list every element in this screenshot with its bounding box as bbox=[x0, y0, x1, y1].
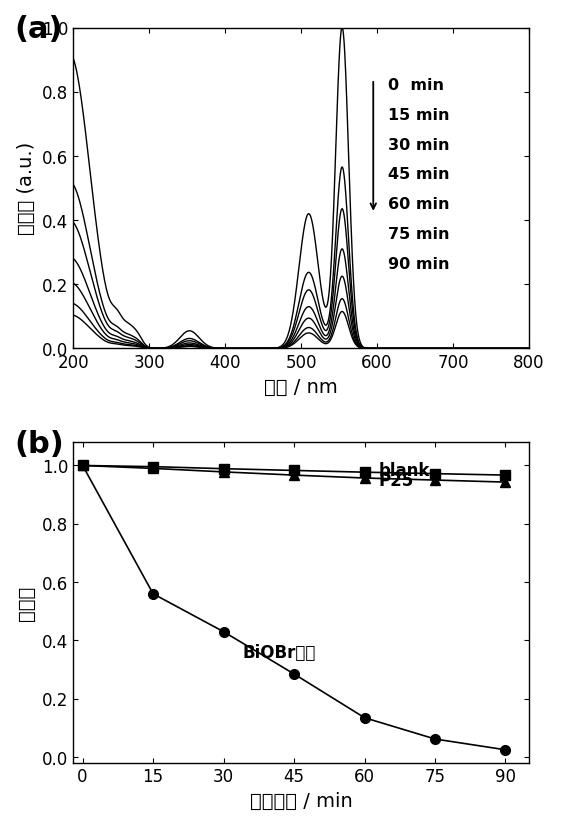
Text: P25: P25 bbox=[378, 471, 413, 490]
Text: (a): (a) bbox=[14, 16, 62, 45]
Text: 90 min: 90 min bbox=[388, 256, 449, 272]
Text: BiOBr方片: BiOBr方片 bbox=[242, 643, 315, 662]
Text: 60 min: 60 min bbox=[388, 197, 449, 213]
Text: 0  min: 0 min bbox=[388, 78, 444, 93]
Text: 75 min: 75 min bbox=[388, 227, 449, 242]
Text: 30 min: 30 min bbox=[388, 137, 449, 152]
Y-axis label: 降解率: 降解率 bbox=[17, 585, 36, 620]
Text: (b): (b) bbox=[14, 429, 64, 459]
Text: 15 min: 15 min bbox=[388, 108, 449, 122]
Text: 45 min: 45 min bbox=[388, 167, 449, 182]
X-axis label: 光照时间 / min: 光照时间 / min bbox=[250, 791, 352, 810]
Y-axis label: 吸光度 (a.u.): 吸光度 (a.u.) bbox=[17, 142, 36, 235]
Text: blank: blank bbox=[378, 461, 430, 480]
X-axis label: 波长 / nm: 波长 / nm bbox=[264, 377, 338, 396]
